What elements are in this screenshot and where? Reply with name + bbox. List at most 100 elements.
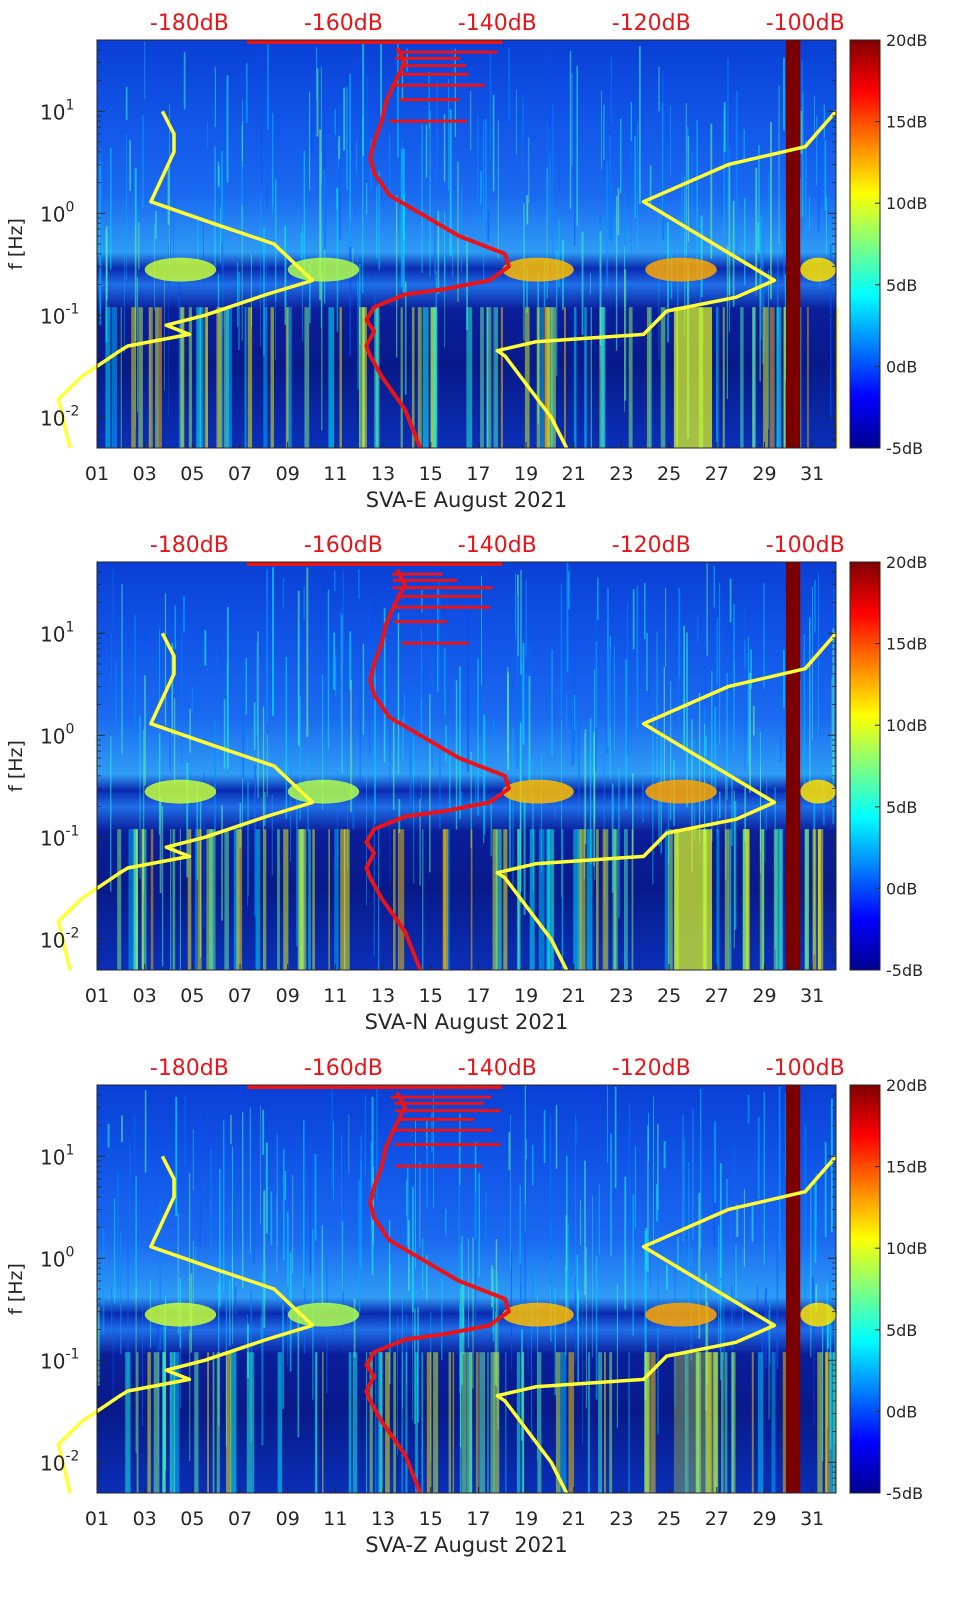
spectrogram-streak [362, 116, 364, 294]
spectrogram-streak [603, 104, 605, 160]
spectrogram-column [252, 1352, 255, 1493]
spectrogram-streak [232, 1254, 234, 1344]
spectrogram-streak [262, 706, 265, 830]
spectrogram-column [452, 1352, 455, 1493]
spectrogram-streak [353, 1298, 356, 1358]
spectrogram-streak [374, 276, 376, 330]
spectrogram-streak [287, 1287, 289, 1366]
spectrogram-column [224, 829, 229, 970]
spectrogram-streak [706, 563, 708, 657]
spectrogram-streak [571, 698, 574, 764]
spectrogram-column [646, 307, 651, 448]
spectrogram-streak [392, 722, 395, 811]
spectrogram-column [493, 1352, 500, 1493]
spectrogram-streak [282, 1304, 284, 1409]
spectrogram-column [776, 829, 782, 970]
spectrogram-column [538, 829, 545, 970]
spectrogram-streak [803, 634, 805, 785]
spectrogram-streak [142, 115, 144, 209]
spectrogram-column [724, 829, 729, 970]
spectrogram-streak [764, 801, 766, 863]
spectrogram-streak [601, 90, 602, 170]
spectrogram-streak [764, 1290, 766, 1376]
spectrogram-column [628, 307, 633, 448]
x-tick-label: 17 [466, 1508, 490, 1530]
spectrogram-column [829, 1352, 834, 1493]
spectrogram-streak [221, 805, 223, 921]
spectrogram-streak [805, 140, 807, 238]
spectrogram-column [207, 1352, 209, 1493]
y-tick-label: 10-1 [40, 823, 79, 850]
spectrogram-streak [460, 791, 463, 812]
spectrogram-column [486, 307, 492, 448]
spectrogram-streak [734, 801, 737, 930]
spectrogram-streak [595, 612, 597, 771]
spectrogram-column [628, 1352, 630, 1493]
spectrogram-column [148, 307, 153, 448]
spectrogram-streak [756, 1285, 759, 1326]
spectrogram-streak [342, 570, 344, 664]
spectrogram-streak [340, 612, 342, 738]
spectrogram-streak [334, 108, 336, 136]
spectrogram-streak [726, 245, 728, 400]
spectrogram-column [286, 307, 292, 448]
spectrogram-column [469, 1352, 472, 1493]
spectrogram-streak [219, 1168, 221, 1307]
spectrogram-streak [346, 86, 348, 190]
spectrogram-streak [292, 1175, 294, 1274]
spectrogram-streak [634, 136, 636, 218]
spectrogram-streak [444, 647, 446, 716]
top-db-label: -140dB [458, 11, 537, 36]
spectrogram-column [459, 1352, 462, 1493]
spectrogram-streak [125, 86, 128, 121]
spectrogram-streak [543, 1110, 546, 1163]
spectrogram-streak [625, 659, 628, 810]
overlay-curve-yellow [56, 1155, 315, 1494]
spectrogram-streak [614, 1086, 617, 1189]
x-tick-label: 19 [514, 985, 538, 1007]
spectrogram-streak [705, 1272, 707, 1411]
spectrogram-streak [527, 1308, 529, 1375]
spectrogram-streak [574, 161, 576, 246]
spectrogram-column [624, 829, 628, 970]
x-tick-label: 29 [752, 985, 776, 1007]
y-tick-exponent: -2 [65, 403, 79, 419]
spectrogram-column [194, 829, 198, 970]
spectrogram-column [157, 307, 162, 448]
spectrogram-column [339, 307, 342, 448]
spectrogram-streak [727, 58, 729, 212]
spectrogram-streak [360, 1135, 362, 1203]
spectrogram-streak [272, 168, 274, 215]
spectrogram-streak [218, 166, 220, 188]
spectrogram-streak [321, 1225, 323, 1307]
y-tick-exponent: 1 [65, 97, 74, 113]
spectrogram-streak [632, 772, 634, 859]
spectrogram-streak [647, 1125, 649, 1272]
spectrogram-streak [525, 580, 527, 658]
spectrogram-column [172, 829, 176, 970]
spectrogram-column [660, 307, 666, 448]
spectrogram-column [308, 829, 311, 970]
spectrogram-streak [306, 567, 309, 738]
spectrogram-column [587, 1352, 590, 1493]
spectrogram-streak [146, 1087, 147, 1178]
x-tick-label: 25 [657, 463, 681, 485]
spectrogram-streak [129, 139, 131, 191]
spectrogram-streak [401, 1295, 404, 1409]
spectrogram-streak [682, 1114, 684, 1242]
spectrogram-streak [458, 1128, 460, 1290]
spectrogram-streak [276, 1134, 278, 1246]
spectrogram-streak [197, 216, 199, 261]
spectrogram-column [277, 829, 280, 970]
spectrogram-column [650, 1352, 656, 1493]
x-tick-label: 01 [85, 1508, 109, 1530]
data-gap-band [785, 40, 801, 448]
spectrogram-streak [441, 1277, 443, 1360]
spectrogram-streak [175, 1097, 178, 1216]
spectrogram-streak [413, 736, 415, 884]
spectrogram-streak [492, 94, 495, 192]
spectrogram-streak [210, 1149, 212, 1252]
spectrogram-streak [827, 1303, 830, 1349]
